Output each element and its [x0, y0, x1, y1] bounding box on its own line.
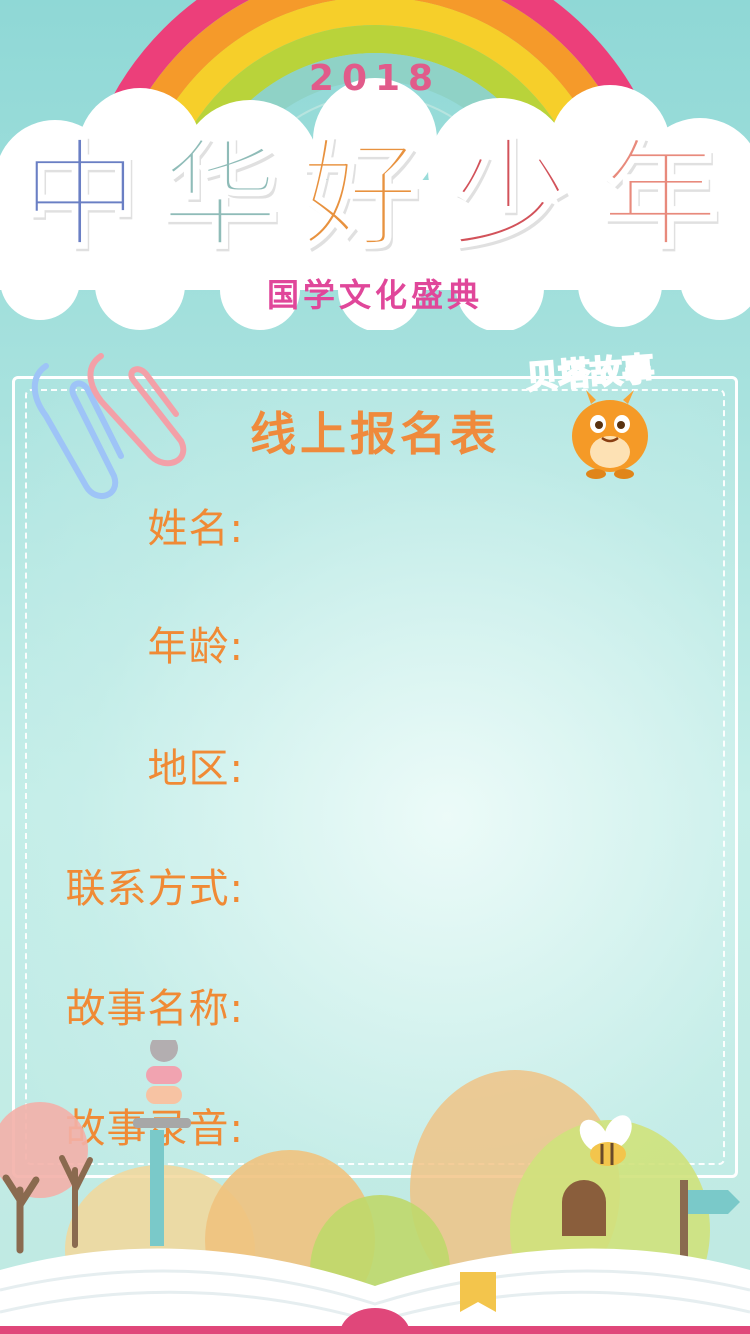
- name-field[interactable]: [252, 496, 696, 554]
- story-name-label: 故事名称:: [65, 986, 244, 1032]
- event-subtitle: 国学文化盛典: [266, 276, 483, 314]
- dragon-mascot-icon: [572, 390, 648, 479]
- paperclip-icon: [31, 353, 187, 499]
- event-year: 2018: [308, 58, 442, 99]
- storybook-landscape: [0, 1040, 750, 1334]
- age-label: 年龄:: [147, 624, 244, 670]
- form-dashed-border: [25, 389, 725, 1165]
- title-char-1: 中: [19, 126, 140, 264]
- title-char-4: 少: [449, 126, 570, 264]
- name-label: 姓名:: [147, 506, 244, 552]
- contact-field[interactable]: [252, 856, 696, 914]
- age-field[interactable]: [252, 614, 696, 672]
- cloud-band: [0, 78, 750, 330]
- title-char-5: 年: [599, 126, 720, 264]
- region-label: 地区:: [147, 746, 244, 792]
- main-title: 中 华 好 少 年: [19, 126, 730, 270]
- title-char-2: 华: [159, 126, 280, 264]
- region-field[interactable]: [252, 736, 696, 794]
- title-char-3: 好: [299, 126, 420, 264]
- story-name-field[interactable]: [252, 976, 696, 1034]
- form-title: 线上报名表: [250, 407, 500, 461]
- contact-label: 联系方式:: [65, 866, 244, 912]
